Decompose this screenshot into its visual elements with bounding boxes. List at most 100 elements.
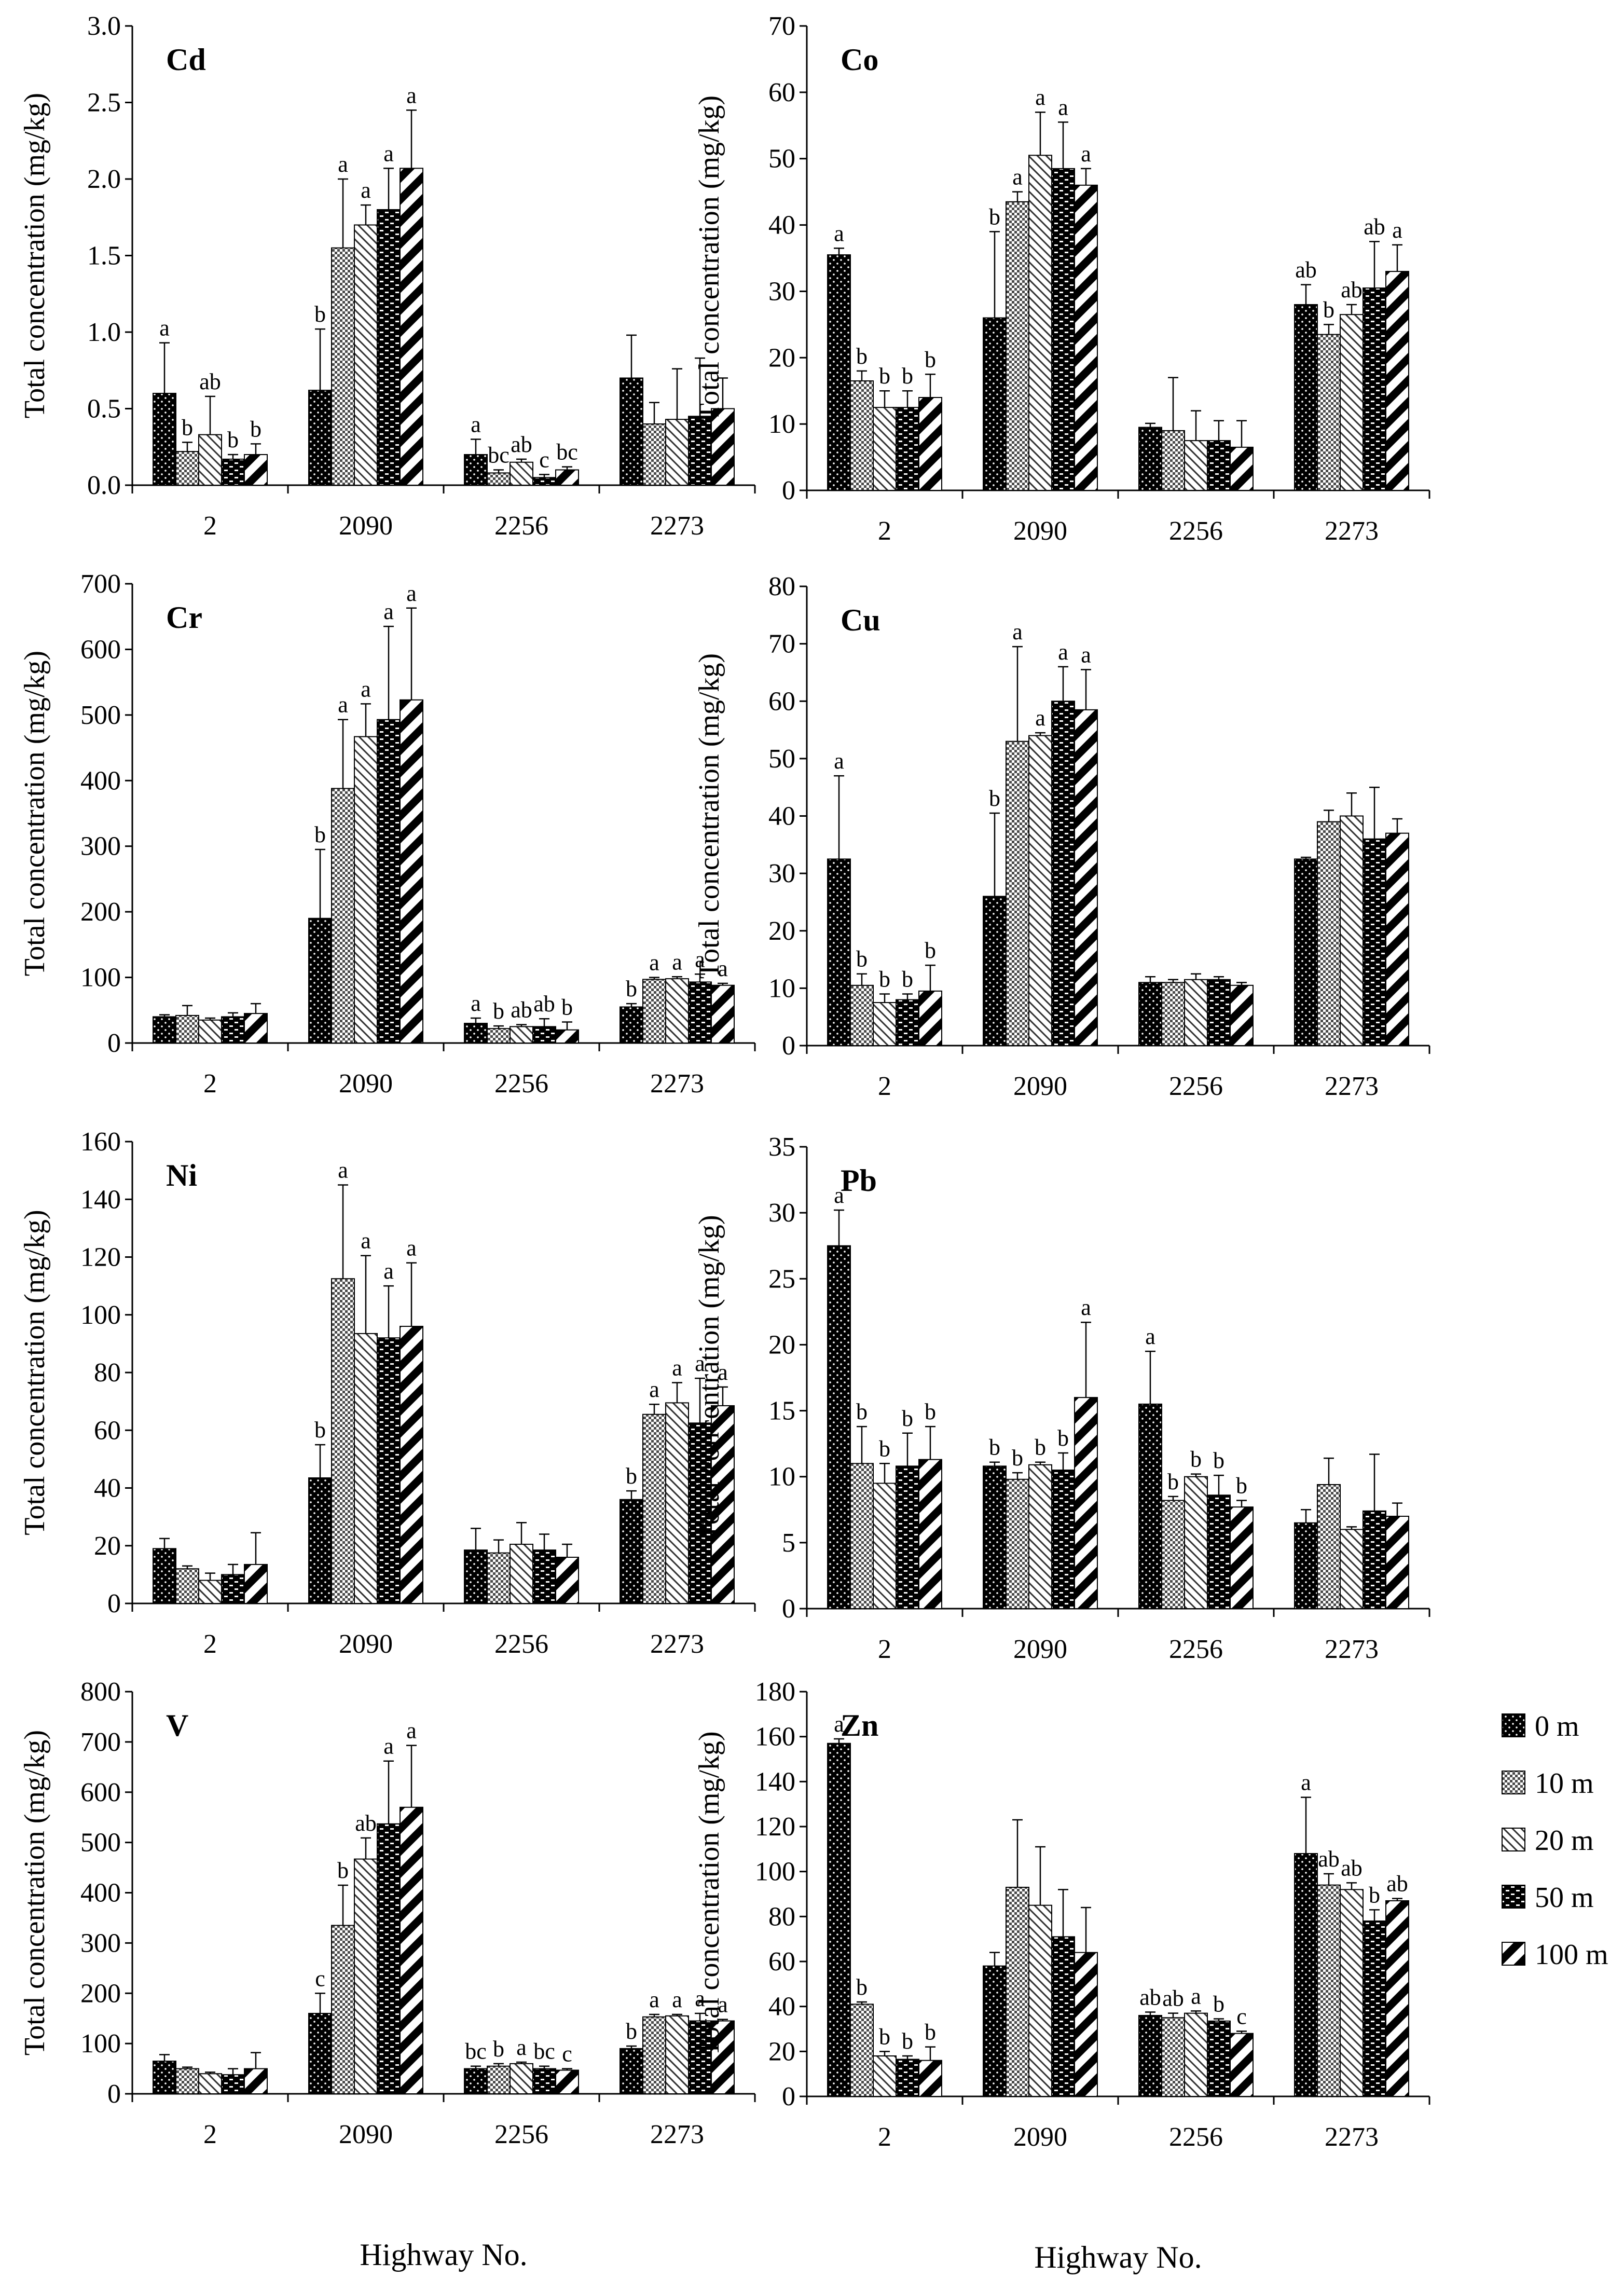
bar — [850, 2004, 874, 2097]
significance-label: b — [879, 966, 890, 992]
y-tick-label: 300 — [80, 1928, 121, 1958]
x-tick-label: 2256 — [1169, 516, 1223, 546]
bar — [873, 1483, 897, 1609]
significance-label: a — [834, 1183, 844, 1208]
significance-label: a — [338, 1157, 348, 1183]
y-axis-title: Total concentration (mg/kg) — [19, 651, 51, 976]
bar — [1184, 979, 1208, 1046]
x-tick-label: 2273 — [1325, 516, 1379, 546]
bar — [850, 1463, 874, 1609]
bar — [1051, 1936, 1075, 2097]
bar — [308, 2013, 332, 2094]
bar — [555, 1029, 579, 1044]
significance-label: a — [406, 83, 417, 108]
bar — [665, 978, 689, 1044]
y-tick-label: 120 — [755, 1812, 795, 1842]
chart-zn: 0 20 40 60 80 100 120 140 160 180 2 2090 2256 2273 Tot… — [693, 1677, 1430, 2274]
x-tick-label: 2090 — [1013, 1072, 1067, 1101]
bar — [620, 2048, 643, 2094]
bar — [464, 454, 488, 486]
y-axis-title: Total concentration (mg/kg) — [693, 653, 725, 979]
x-tick-label: 2 — [878, 1072, 891, 1101]
significance-label: b — [1236, 1473, 1247, 1498]
y-tick-label: 10 — [768, 973, 795, 1003]
significance-label: b — [902, 966, 913, 992]
significance-label: ab — [511, 432, 532, 457]
bar — [1161, 2017, 1185, 2097]
bar — [532, 2068, 556, 2094]
bar — [532, 1026, 556, 1044]
y-tick-label: 0 — [782, 476, 795, 505]
bar — [1006, 1478, 1029, 1610]
y-tick-label: 2.0 — [87, 164, 121, 194]
x-tick-label: 2090 — [1013, 516, 1067, 546]
chart-v: 0 100 200 300 400 500 600 700 800 2 2090 2256 2273 To… — [19, 1677, 756, 2272]
significance-label: a — [834, 748, 844, 774]
x-tick-label: 2256 — [494, 2120, 548, 2149]
bar — [308, 917, 332, 1044]
bar — [1051, 1470, 1075, 1609]
x-tick-label: 2273 — [1325, 2122, 1379, 2152]
bar — [221, 1574, 245, 1604]
bar — [377, 209, 401, 486]
y-tick-label: 0 — [107, 1028, 121, 1058]
bar — [354, 736, 378, 1044]
x-tick-label: 2256 — [494, 1629, 548, 1659]
significance-label: b — [182, 415, 193, 440]
significance-label: a — [834, 1711, 844, 1737]
bar — [1340, 1529, 1364, 1609]
bar — [1028, 735, 1052, 1046]
significance-label: b — [925, 938, 936, 963]
significance-label: a — [406, 1236, 417, 1261]
bar — [532, 477, 556, 486]
bar — [331, 1278, 355, 1604]
bar — [918, 2060, 942, 2097]
bar — [642, 979, 666, 1044]
bar — [1294, 1522, 1318, 1610]
y-tick-label: 20 — [94, 1531, 121, 1561]
bar — [244, 1013, 268, 1044]
x-axis-title: Highway No. — [360, 2238, 527, 2272]
bar — [1028, 1904, 1052, 2097]
bar — [665, 1402, 689, 1604]
panel-title: Cr — [166, 600, 202, 635]
significance-label: b — [227, 427, 239, 452]
y-tick-label: 100 — [80, 2029, 121, 2059]
bar — [1317, 1484, 1341, 1609]
significance-label: b — [925, 2020, 936, 2045]
bar — [1317, 334, 1341, 491]
bar — [198, 434, 222, 486]
significance-label: ab — [511, 997, 532, 1023]
legend-label: 0 m — [1535, 1710, 1579, 1743]
y-tick-label: 5 — [782, 1528, 795, 1558]
bar — [1207, 1494, 1231, 1609]
bar — [711, 984, 735, 1044]
bar — [244, 2068, 268, 2094]
y-axis-title: Total concentration (mg/kg) — [19, 1210, 51, 1535]
bar — [1207, 2020, 1231, 2097]
bar — [555, 1557, 579, 1604]
y-tick-label: 50 — [768, 744, 795, 774]
bar — [354, 224, 378, 486]
bar — [1184, 440, 1208, 491]
y-tick-label: 140 — [80, 1185, 121, 1214]
significance-label: b — [314, 1417, 326, 1443]
significance-label: a — [649, 1987, 659, 2012]
bar — [1294, 304, 1318, 491]
bar — [377, 719, 401, 1044]
significance-label: b — [337, 1858, 349, 1883]
significance-label: c — [1236, 2004, 1247, 2029]
bar — [400, 1326, 423, 1604]
significance-label: b — [989, 1435, 1000, 1460]
significance-label: a — [383, 1258, 394, 1284]
bar — [1340, 815, 1364, 1046]
y-tick-label: 80 — [768, 1902, 795, 1931]
x-tick-label: 2273 — [1325, 1072, 1379, 1101]
bar — [1074, 184, 1098, 491]
bar — [1074, 1397, 1098, 1609]
significance-label: a — [1301, 1770, 1311, 1795]
significance-label: c — [315, 1966, 325, 1991]
significance-label: bc — [488, 443, 510, 468]
x-tick-label: 2 — [203, 2120, 217, 2149]
y-tick-label: 140 — [755, 1767, 795, 1796]
